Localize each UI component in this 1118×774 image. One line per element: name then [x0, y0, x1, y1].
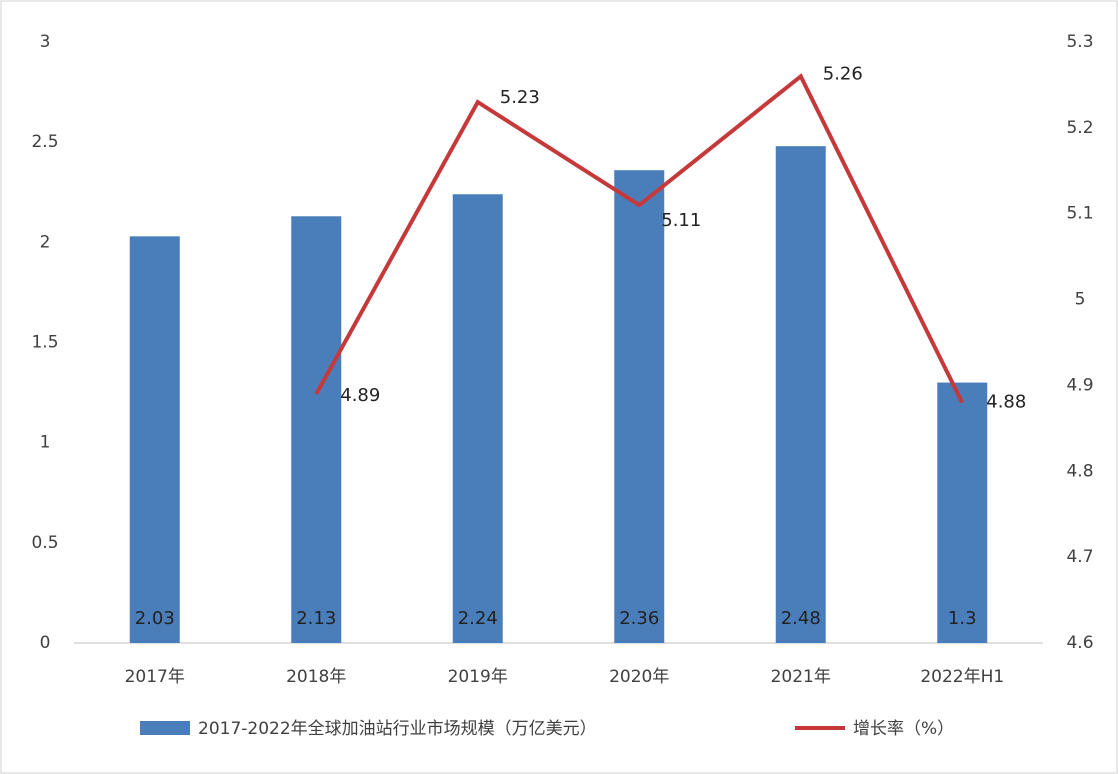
- bar: [291, 216, 342, 644]
- line: [314, 73, 965, 404]
- bar: [129, 236, 180, 643]
- value-label: 2.13: [296, 608, 336, 629]
- value-label: 4.88: [986, 392, 1026, 413]
- y2-tick-label: 5.3: [1066, 32, 1093, 52]
- bar: [775, 146, 826, 643]
- value-label: 5.11: [661, 210, 701, 231]
- value-label: 5.23: [500, 87, 540, 108]
- bar: [614, 170, 665, 644]
- legend-label: 2017-2022年全球加油站行业市场规模（万亿美元）: [198, 719, 597, 739]
- x-tick-label: 2022年H1: [920, 667, 1004, 687]
- y2-tick-label: 4.7: [1066, 547, 1093, 567]
- y2-tick-label: 4.6: [1066, 633, 1093, 653]
- x-tick-label: 2018年: [286, 667, 346, 687]
- x-tick-label: 2020年: [609, 667, 669, 687]
- value-label: 2.24: [458, 608, 498, 629]
- legend-swatch: [140, 721, 190, 735]
- y2-tick-label: 5.2: [1066, 118, 1093, 138]
- x-tick-label: 2021年: [771, 667, 831, 687]
- value-label: 2.48: [781, 608, 821, 629]
- y-tick-label: 2: [40, 232, 51, 252]
- y2-tick-label: 5: [1075, 290, 1086, 310]
- value-label: 2.03: [135, 608, 175, 629]
- value-label: 2.36: [619, 608, 659, 629]
- legend-label: 增长率（%）: [853, 719, 954, 739]
- y-tick-label: 3: [40, 32, 51, 52]
- y-tick-label: 2.5: [31, 132, 58, 152]
- x-tick-label: 2017年: [125, 667, 185, 687]
- y2-tick-label: 4.9: [1066, 375, 1093, 395]
- bar: [452, 194, 503, 643]
- value-label: 5.26: [823, 63, 863, 84]
- y-tick-label: 1: [40, 433, 51, 453]
- bar: [937, 382, 988, 643]
- y-tick-label: 0: [40, 633, 51, 653]
- y-tick-label: 0.5: [31, 533, 58, 553]
- y-tick-label: 1.5: [31, 333, 58, 353]
- value-label: 1.3: [948, 608, 977, 629]
- x-tick-label: 2019年: [448, 667, 508, 687]
- y2-tick-label: 5.1: [1066, 204, 1093, 224]
- value-label: 4.89: [340, 385, 380, 406]
- y2-tick-label: 4.8: [1066, 461, 1093, 481]
